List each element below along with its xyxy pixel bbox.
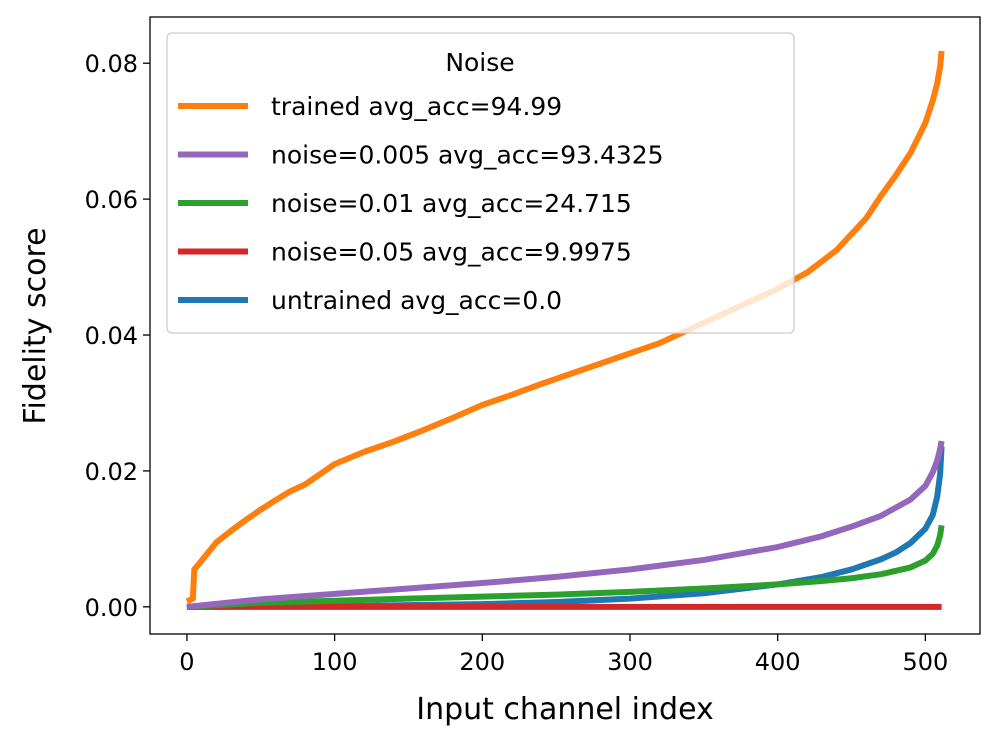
plot-frame <box>149 16 981 635</box>
x-tick-label: 400 <box>755 648 801 676</box>
series-line-0 <box>185 50 945 605</box>
x-axis-ticks: 0 100 200 300 400 500 <box>179 634 948 676</box>
y-axis-ticks: 0.00 0.02 0.04 0.06 0.08 <box>85 50 150 622</box>
x-tick-label: 500 <box>902 648 948 676</box>
x-tick-label: 300 <box>607 648 653 676</box>
series-line-1 <box>186 440 945 610</box>
legend-title: Noise <box>445 48 514 77</box>
x-tick-label: 100 <box>312 648 358 676</box>
x-tick-label: 0 <box>179 648 194 676</box>
series-line-4 <box>186 446 945 610</box>
y-axis-label: Fidelity score <box>18 227 53 424</box>
x-axis-label: Input channel index <box>416 692 714 727</box>
y-tick-label: 0.02 <box>85 458 138 486</box>
legend-label: trained avg_acc=94.99 <box>271 92 562 121</box>
y-tick-label: 0.06 <box>85 186 138 214</box>
x-tick-label: 200 <box>459 648 505 676</box>
legend: Noise trained avg_acc=94.99 noise=0.005 a… <box>166 32 795 334</box>
legend-label: noise=0.01 avg_acc=24.715 <box>271 189 632 218</box>
legend-label: noise=0.05 avg_acc=9.9975 <box>271 238 632 267</box>
y-tick-label: 0.04 <box>85 322 138 350</box>
legend-frame <box>166 32 795 334</box>
y-tick-label: 0.00 <box>85 594 138 622</box>
legend-entries: trained avg_acc=94.99 noise=0.005 avg_acc… <box>178 92 664 315</box>
legend-label: noise=0.005 avg_acc=93.4325 <box>271 141 664 170</box>
series-layer <box>185 50 945 610</box>
y-tick-label: 0.08 <box>85 50 138 78</box>
series-line-2 <box>186 524 945 610</box>
legend-label: untrained avg_acc=0.0 <box>271 286 562 315</box>
